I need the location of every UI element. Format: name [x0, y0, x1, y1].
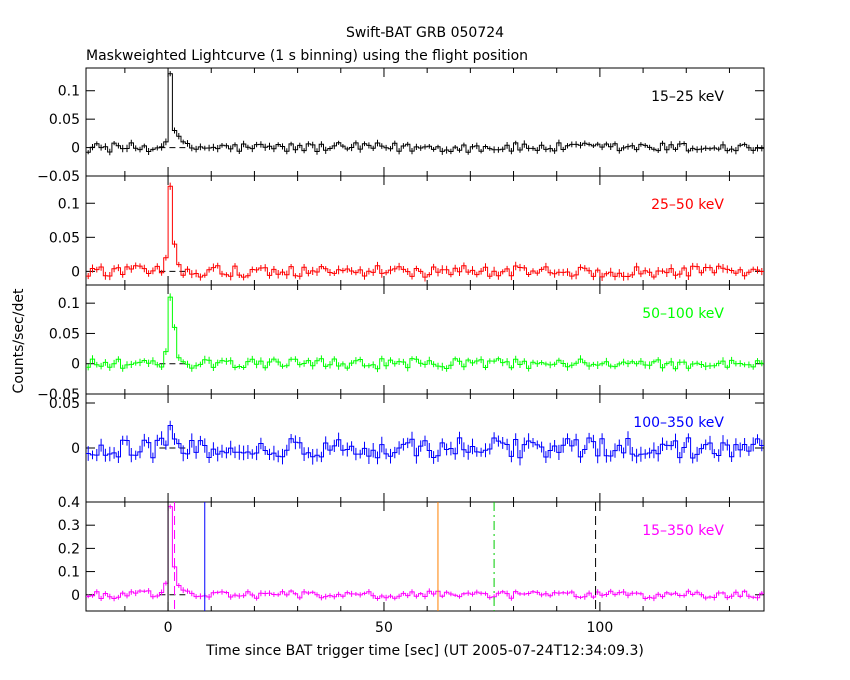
band-label-15-350-kev: 15–350 keV [642, 523, 724, 539]
y-tick-label: 0 [71, 357, 80, 373]
panel-1: −0.05 0 0.05 0.1 15–25 keV [37, 67, 765, 185]
y-tick-label: 0 [71, 264, 80, 280]
panel-3: −0.05 0 0.05 0.1 50–100 keV [37, 284, 765, 403]
error-bars [87, 293, 763, 373]
chart-subtitle: Maskweighted Lightcurve (1 s binning) us… [86, 48, 528, 64]
panel-2: 0 0.05 0.1 25–50 keV [49, 175, 765, 286]
y-axis-label: Counts/sec/det [11, 288, 27, 393]
y-tick-label: 0.3 [58, 518, 80, 534]
y-tick-label: −0.05 [37, 387, 80, 403]
band-label-25-50-kev: 25–50 keV [651, 197, 724, 213]
lightcurve-line [86, 296, 764, 370]
y-tick-label: 0.2 [58, 541, 80, 557]
band-label-50-100-kev: 50–100 keV [642, 306, 724, 322]
panel-5: 0 0.1 0.2 0.3 0.4 15–350 keV 0 50 100 [58, 495, 765, 636]
y-tick-label: 0.4 [58, 495, 80, 511]
panel-frame [85, 284, 765, 395]
x-tick-label: 100 [587, 620, 614, 636]
x-axis-label: Time since BAT trigger time [sec] (UT 20… [205, 643, 644, 659]
y-tick-label: 0.1 [58, 196, 80, 212]
y-tick-label: 0 [71, 441, 80, 457]
x-tick-label: 50 [375, 620, 393, 636]
band-label-100-350-kev: 100–350 keV [633, 415, 724, 431]
error-bars [87, 420, 763, 466]
panel-frame [85, 501, 765, 612]
y-tick-label: 0.05 [49, 396, 80, 412]
y-tick-label: 0.1 [58, 84, 80, 100]
error-bars [87, 504, 763, 602]
y-tick-label: 0 [71, 588, 80, 604]
lightcurve-line [86, 73, 764, 153]
y-tick-label: 0.1 [58, 565, 80, 581]
panel-4: 0 0.05 100–350 keV [49, 393, 765, 503]
panel-frame [85, 67, 765, 177]
band-label-15-25-kev: 15–25 keV [651, 89, 724, 105]
lightcurve-line [86, 506, 764, 599]
chart-title: Swift-BAT GRB 050724 [346, 25, 504, 41]
y-tick-label: 0 [71, 141, 80, 157]
y-tick-label: −0.05 [37, 169, 80, 185]
error-bars [87, 71, 763, 156]
y-tick-label: 0.05 [49, 112, 80, 128]
y-tick-label: 0.1 [58, 296, 80, 312]
y-tick-label: 0.05 [49, 230, 80, 246]
x-tick-label: 0 [164, 620, 173, 636]
lightcurve-line [86, 425, 764, 459]
error-bars [87, 182, 763, 282]
panels-group: −0.05 0 0.05 0.1 15–25 keV 0 0.05 0.1 25–50 keV −… [37, 67, 765, 636]
y-tick-label: 0.05 [49, 326, 80, 342]
